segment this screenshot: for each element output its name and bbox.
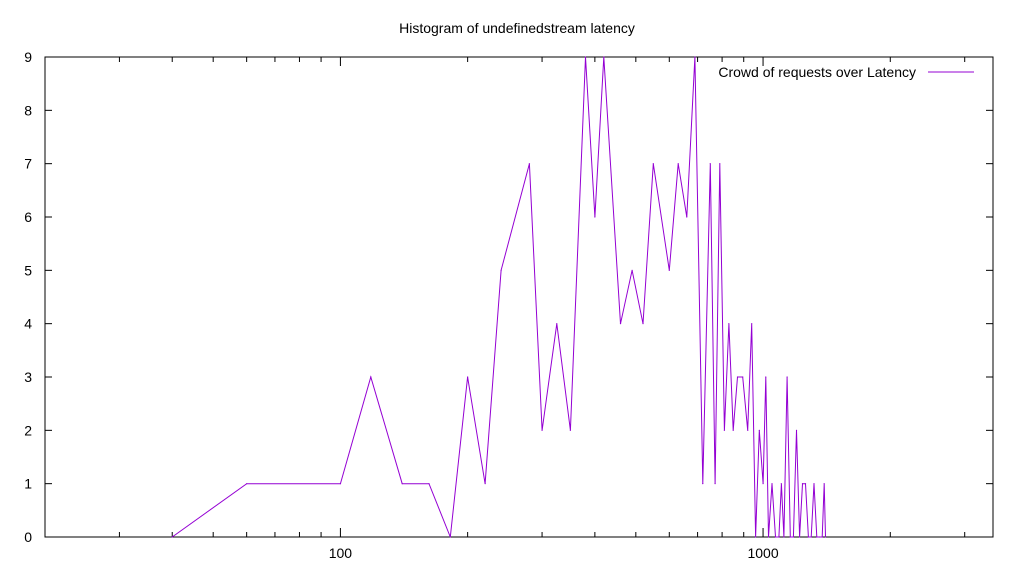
data-point <box>484 483 486 485</box>
data-point <box>774 536 777 538</box>
data-point <box>754 536 757 538</box>
plot-frame <box>44 56 994 538</box>
data-point <box>807 536 809 538</box>
data-point <box>652 163 654 165</box>
data-point <box>556 323 558 325</box>
data-point <box>732 429 734 431</box>
data-point <box>677 163 679 165</box>
data-point <box>810 536 812 538</box>
data-point <box>786 376 788 378</box>
data-point <box>789 536 791 538</box>
data-point <box>714 483 716 485</box>
data-point <box>603 56 605 58</box>
data-point <box>569 429 571 431</box>
data-point <box>736 376 739 378</box>
data-point <box>339 483 342 485</box>
series-line <box>171 56 826 538</box>
y-tick-label: 8 <box>24 102 32 118</box>
data-point <box>686 216 688 218</box>
legend-label: Crowd of requests over Latency <box>718 64 916 80</box>
data-point <box>742 376 744 378</box>
data-point <box>702 483 704 485</box>
x-tick-label: 1000 <box>747 545 778 561</box>
data-point <box>780 483 782 485</box>
y-tick-label: 4 <box>24 316 32 332</box>
data-point <box>449 536 451 538</box>
data-point <box>246 483 248 485</box>
data-point <box>528 163 531 165</box>
legend: Crowd of requests over Latency <box>718 64 974 80</box>
data-point <box>762 483 764 485</box>
data-point <box>584 56 587 58</box>
data-point <box>795 429 798 431</box>
data-point <box>813 483 815 485</box>
y-tick-label: 9 <box>24 49 32 65</box>
data-point <box>594 216 596 218</box>
data-point <box>694 56 696 58</box>
data-point <box>500 269 502 271</box>
data-point <box>801 483 804 485</box>
data-point <box>798 536 801 538</box>
data-point <box>428 483 430 485</box>
data-point <box>823 483 825 485</box>
data-point <box>792 536 795 538</box>
data-point <box>642 323 644 325</box>
data-point <box>619 323 622 325</box>
data-point <box>765 376 767 378</box>
data-point <box>758 429 760 431</box>
data-point <box>709 163 711 165</box>
data-point <box>401 483 403 485</box>
data-point <box>541 429 543 431</box>
data-point <box>751 323 753 325</box>
data-point <box>783 536 785 538</box>
y-tick-label: 1 <box>24 476 32 492</box>
y-tick-label: 2 <box>24 422 32 438</box>
data-point <box>719 163 721 165</box>
data-point <box>171 536 173 538</box>
y-tick-label: 7 <box>24 156 32 172</box>
data-point <box>747 429 749 431</box>
y-tick-label: 3 <box>24 369 32 385</box>
data-point <box>767 536 770 538</box>
data-point <box>631 269 633 271</box>
data-point <box>804 483 807 485</box>
x-tick-label: 100 <box>329 545 353 561</box>
data-point <box>824 536 827 538</box>
y-tick-label: 0 <box>24 529 32 545</box>
data-point <box>723 429 725 431</box>
data-point <box>771 483 773 485</box>
data-point <box>668 269 670 271</box>
data-point <box>818 536 821 538</box>
data-point <box>778 536 780 538</box>
data-point <box>821 536 823 538</box>
data-point <box>370 376 372 378</box>
data-point <box>728 323 730 325</box>
chart-title: Histogram of undefinedstream latency <box>399 20 635 36</box>
y-tick-label: 5 <box>24 262 32 278</box>
y-tick-label: 6 <box>24 209 32 225</box>
data-point <box>816 536 818 538</box>
data-point <box>467 376 469 378</box>
